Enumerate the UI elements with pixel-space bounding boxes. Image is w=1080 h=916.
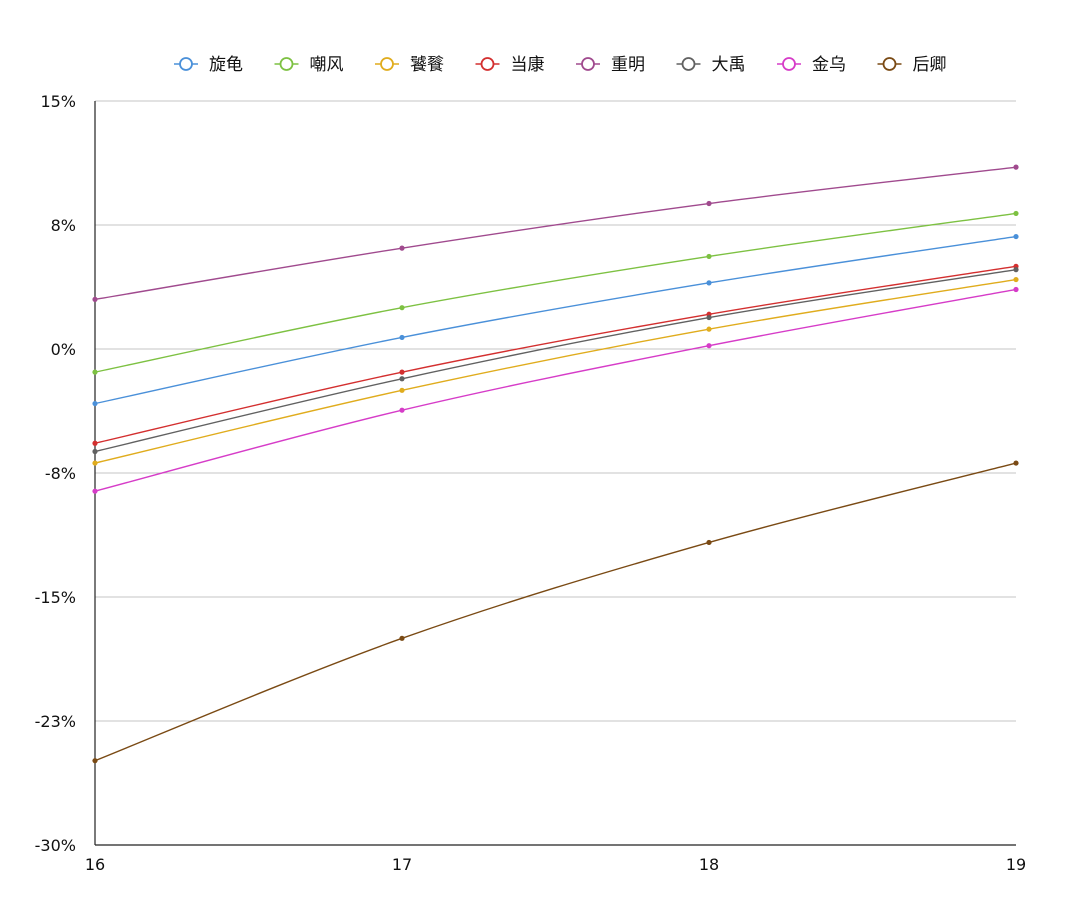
legend-item: 当康 [475,55,545,75]
data-point [92,460,98,466]
data-point [399,387,405,393]
data-point [92,369,98,375]
data-point [706,539,712,546]
legend-label: 金乌 [812,55,846,75]
legend-item: 后卿 [877,55,947,75]
series-group [92,164,1019,764]
y-tick-label: -30% [35,836,76,855]
legend-item: 饕餮 [375,55,444,75]
y-tick-label: 8% [51,216,76,235]
data-point [706,326,712,332]
x-tick-label: 19 [1006,855,1026,874]
legend-item: 大禹 [676,55,746,75]
data-point [92,448,98,455]
y-tick-label: -15% [35,588,76,607]
tick-labels: 15% 8% 0% -8% -15% -23% -30% 16 17 18 19 [35,92,1027,874]
data-point [92,488,98,494]
data-point [1013,164,1019,170]
data-point [92,400,98,407]
data-point [92,296,98,302]
legend-marker-icon [279,57,294,71]
x-tick-label: 16 [85,855,105,874]
data-point [706,200,712,207]
data-point [706,343,712,349]
series-line [94,212,1017,373]
legend-label: 大禹 [712,55,746,75]
data-point [1013,460,1019,466]
legend-item: 金乌 [777,55,846,75]
data-point [1013,286,1019,293]
legend-label: 后卿 [913,55,947,75]
legend-label: 重明 [611,55,645,75]
data-point [399,635,405,641]
gridlines [95,100,1016,846]
series-line [94,265,1017,444]
series-line [94,166,1017,301]
legend-marker-icon [581,57,595,71]
legend-marker-icon [480,57,495,71]
data-point [1013,276,1019,283]
data-point [1013,210,1019,217]
legend-item: 嘲风 [274,55,344,75]
data-point [1013,233,1019,240]
legend-marker-icon [681,57,696,71]
data-point [399,407,405,413]
legend-item: 旋龟 [174,55,243,75]
data-point [706,253,712,260]
axes [94,101,1016,846]
data-point [399,305,405,311]
legend: 旋龟 嘲风 饕餮 当康 重明 大禹 金乌 后卿 [174,55,947,75]
y-tick-label: -23% [35,712,76,731]
data-point [706,314,712,321]
legend-marker-icon [882,57,897,71]
x-tick-label: 17 [392,855,412,874]
legend-item: 重明 [576,55,645,75]
series-line [94,268,1017,453]
legend-label: 旋龟 [209,55,243,75]
data-point [92,758,98,764]
data-point [399,376,405,382]
series-line [94,235,1017,405]
series-line [94,278,1017,464]
legend-marker-icon [380,57,394,71]
legend-marker-icon [179,57,193,71]
x-tick-label: 18 [699,855,719,874]
legend-marker-icon [782,57,796,71]
data-point [1013,267,1019,273]
legend-label: 当康 [511,55,545,75]
legend-label: 饕餮 [410,55,444,75]
data-point [399,245,405,251]
data-point [92,440,98,446]
series-line [94,288,1017,492]
y-tick-label: 15% [40,92,76,111]
data-point [399,334,405,341]
legend-label: 嘲风 [310,55,344,75]
data-point [706,280,712,286]
series-line [94,462,1017,762]
data-point [399,369,405,375]
y-tick-label: 0% [51,340,76,359]
y-tick-label: -8% [45,464,76,483]
